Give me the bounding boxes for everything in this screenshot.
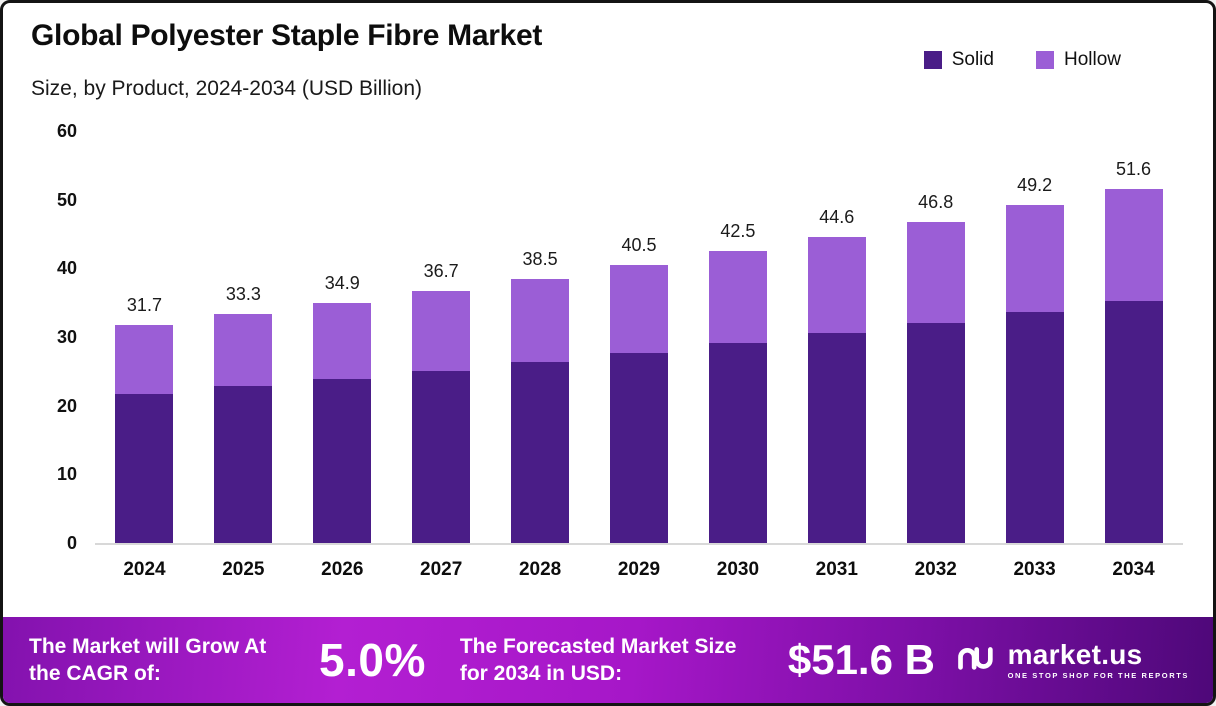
bar-segment-hollow	[807, 236, 866, 333]
bar-segment-hollow	[1104, 188, 1163, 301]
bar-total-label: 33.3	[225, 284, 261, 305]
bar-segment-hollow	[1005, 205, 1064, 312]
bar-segment-solid	[115, 394, 174, 543]
bar-segment-hollow	[313, 303, 372, 379]
bar-total-label: 36.7	[423, 261, 459, 282]
bar-group: 31.7	[115, 131, 174, 543]
bar-total-label: 31.7	[126, 295, 162, 316]
bar-segment-hollow	[115, 325, 174, 394]
y-axis-tick-label: 30	[56, 327, 77, 347]
y-axis-tick-label: 40	[56, 258, 77, 279]
bar-group: 51.6	[1104, 131, 1163, 543]
bar-group: 46.8	[906, 131, 965, 543]
y-axis-tick-label: 50	[56, 189, 77, 210]
bar-group: 38.5	[511, 131, 570, 543]
y-axis-tick-label: 10	[56, 464, 77, 485]
bar-total-label: 44.6	[819, 206, 855, 227]
bar-group: 49.2	[1005, 131, 1064, 543]
page-subtitle: Size, by Product, 2024-2034 (USD Billion…	[31, 77, 423, 100]
brand-lockup: market.us ONE STOP SHOP FOR THE REPORTS	[952, 637, 1189, 684]
bar-total-label: 38.5	[522, 248, 558, 269]
brand-tagline: ONE STOP SHOP FOR THE REPORTS	[1007, 671, 1189, 681]
bar-segment-solid	[807, 332, 866, 543]
forecast-value: $51.6 B	[787, 636, 935, 683]
legend-label: Solid	[951, 49, 994, 70]
footer-banner: The Market will Grow At the CAGR of: 5.0…	[3, 617, 1213, 703]
x-axis-label: 2024	[123, 559, 166, 580]
bar-segment-solid	[1104, 300, 1163, 543]
bar-group: 34.9	[313, 131, 372, 543]
bar-group: 42.5	[708, 131, 767, 543]
bar-segment-solid	[412, 370, 471, 543]
forecast-label: The Forecasted Market Size for 2034 in U…	[459, 634, 737, 685]
cagr-value: 5.0%	[319, 634, 426, 686]
legend-swatch-solid	[923, 51, 942, 69]
x-axis-label: 2031	[815, 559, 858, 580]
y-axis-tick-label: 60	[56, 121, 77, 141]
x-axis-label: 2025	[222, 559, 265, 580]
bar-segment-hollow	[412, 291, 471, 371]
x-axis-label: 2030	[716, 559, 760, 580]
x-axis-label: 2028	[518, 559, 562, 580]
y-axis-tick-label: 0	[66, 533, 77, 553]
bar-total-label: 40.5	[621, 234, 657, 255]
plot-area: 31.7 33.3 34.9 36.7 38.5 40.5 42.5 44.6 46.8 49.2…	[95, 131, 1183, 545]
x-axis-label: 2029	[617, 559, 661, 580]
bar-segment-solid	[1005, 311, 1064, 543]
page-title: Global Polyester Staple Fibre Market	[31, 19, 543, 52]
bar-total-label: 49.2	[1017, 175, 1053, 196]
cagr-label: The Market will Grow At the CAGR of:	[29, 634, 267, 685]
x-axis-label: 2034	[1112, 559, 1155, 580]
bar-segment-hollow	[609, 264, 668, 353]
y-axis-tick-label: 20	[56, 395, 77, 416]
bar-segment-hollow	[708, 251, 767, 344]
bar-segment-solid	[609, 352, 668, 543]
legend-item-hollow: Hollow	[1035, 49, 1121, 71]
bar-total-label: 46.8	[918, 191, 954, 212]
x-axis-label: 2032	[914, 559, 957, 580]
chart-legend: Solid Hollow	[923, 49, 1121, 71]
bar-segment-solid	[511, 361, 570, 543]
brand-text: market.us ONE STOP SHOP FOR THE REPORTS	[1007, 638, 1189, 681]
x-axis: 2024 2025 2026 2027 2028 2029 2030 2031 2032 2033…	[95, 559, 1183, 581]
bar-segment-solid	[906, 322, 965, 543]
y-axis: 0 10 20 30 40 50 60	[29, 121, 81, 553]
x-axis-label: 2033	[1013, 559, 1056, 580]
x-axis-label: 2026	[321, 559, 364, 580]
bar-total-label: 34.9	[324, 273, 360, 294]
bar-segment-hollow	[511, 278, 570, 362]
bar-segment-hollow	[214, 314, 273, 387]
market-us-logo-icon	[952, 637, 998, 684]
bar-segment-solid	[708, 343, 767, 543]
bar-segment-solid	[214, 386, 273, 543]
bar-group: 33.3	[214, 131, 273, 543]
legend-label: Hollow	[1063, 49, 1121, 70]
bar-segment-solid	[313, 378, 372, 543]
bar-group: 40.5	[609, 131, 668, 543]
brand-name: market.us	[1007, 638, 1143, 670]
bar-total-label: 51.6	[1115, 158, 1152, 179]
bar-total-label: 42.5	[720, 221, 756, 242]
legend-swatch-hollow	[1035, 51, 1054, 69]
bar-group: 44.6	[807, 131, 866, 543]
bar-group: 36.7	[412, 131, 471, 543]
bar-segment-hollow	[906, 221, 965, 323]
legend-item-solid: Solid	[923, 49, 994, 71]
x-axis-label: 2027	[420, 559, 463, 580]
